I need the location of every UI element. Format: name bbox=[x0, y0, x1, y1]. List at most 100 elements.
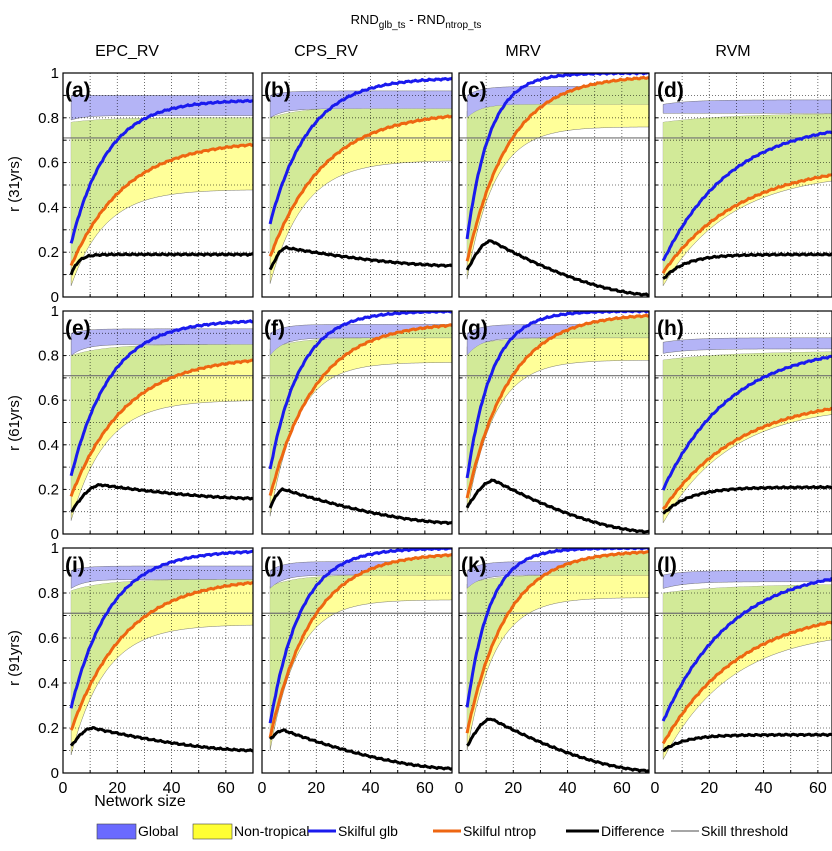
panel: (l) 0 20 40 60 bbox=[651, 547, 832, 797]
skilful-glb-line bbox=[465, 73, 649, 240]
difference-line bbox=[465, 478, 649, 534]
difference-line bbox=[465, 239, 649, 297]
panel: (e) 0 0.2 0.4 0.6 0.8 1 bbox=[38, 303, 254, 543]
difference-line bbox=[69, 252, 253, 276]
skilful-glb-line bbox=[661, 577, 832, 722]
global-band bbox=[70, 565, 253, 589]
overlap-band bbox=[71, 344, 253, 497]
y-tick-label: 0.2 bbox=[38, 720, 59, 737]
column-title: EPC_RV bbox=[95, 43, 159, 60]
legend-swatch bbox=[192, 823, 233, 840]
skilful-ntrop-line bbox=[69, 142, 253, 267]
skilful-ntrop-line bbox=[465, 313, 649, 499]
difference-line bbox=[268, 487, 452, 526]
panel-label: (k) bbox=[461, 554, 487, 577]
panel-plot-area bbox=[459, 548, 649, 773]
panel-label: (b) bbox=[264, 79, 291, 102]
panel: (f) bbox=[261, 310, 453, 535]
x-tick-label: 60 bbox=[217, 780, 235, 797]
x-tick-label: 40 bbox=[163, 780, 181, 797]
panel-plot-area bbox=[459, 73, 649, 297]
x-tick-label: 60 bbox=[416, 780, 434, 797]
row-y-labels: r (31yrs) r (61yrs) r (91yrs) bbox=[6, 156, 23, 686]
x-tick-label: 20 bbox=[504, 780, 522, 797]
y-axis-label: r (91yrs) bbox=[6, 630, 23, 686]
skilful-ntrop-line bbox=[661, 406, 832, 511]
skilful-glb-line bbox=[268, 76, 452, 225]
panel-plot-area bbox=[262, 548, 452, 773]
overlap-band bbox=[71, 579, 253, 731]
skilful-glb-line bbox=[268, 548, 452, 724]
panel-plot-area bbox=[655, 548, 832, 773]
panel: (a) 0 0.2 0.4 0.6 0.8 1 bbox=[38, 65, 254, 306]
panel-plot-area bbox=[655, 73, 832, 297]
legend: Global Non-tropical Skilful glb Skilful ntr… bbox=[96, 823, 788, 840]
y-tick-label: 0.6 bbox=[38, 155, 59, 172]
panel: (j) 0 20 40 60 bbox=[258, 547, 453, 797]
y-tick-label: 0.8 bbox=[38, 585, 59, 602]
panel-plot-area bbox=[63, 548, 253, 773]
y-tick-label: 1 bbox=[51, 65, 59, 82]
x-tick-label: 0 bbox=[455, 780, 464, 797]
panel-label: (h) bbox=[657, 317, 684, 340]
overlap-band bbox=[270, 554, 452, 737]
x-tick-label: 40 bbox=[362, 780, 380, 797]
global-band bbox=[70, 95, 253, 121]
panel-plot-area bbox=[262, 73, 452, 297]
column-title: MRV bbox=[505, 43, 541, 60]
panel-label: (j) bbox=[264, 554, 284, 577]
y-axis-label: r (61yrs) bbox=[6, 395, 23, 451]
overlap-band bbox=[467, 551, 649, 733]
overlap-band bbox=[663, 114, 832, 273]
y-axis-label: r (31yrs) bbox=[6, 156, 23, 212]
skilful-ntrop-line bbox=[268, 552, 452, 739]
x-axis-label: Network size bbox=[94, 793, 186, 810]
x-tick-label: 0 bbox=[59, 780, 68, 797]
overlap-band bbox=[270, 325, 452, 497]
y-tick-label: 0.6 bbox=[38, 630, 59, 647]
legend-label: Non-tropical bbox=[234, 823, 309, 839]
skilful-ntrop-line bbox=[661, 173, 832, 274]
column-title: RVM bbox=[715, 43, 750, 60]
difference-line bbox=[69, 726, 253, 753]
skilful-glb-line bbox=[661, 130, 832, 262]
difference-line bbox=[268, 245, 452, 271]
y-tick-label: 0.4 bbox=[38, 199, 59, 216]
skilful-ntrop-line bbox=[465, 549, 649, 734]
x-tick-label: 20 bbox=[700, 780, 718, 797]
overlap-band bbox=[467, 315, 649, 499]
overlap-band bbox=[663, 351, 832, 510]
column-title: CPS_RV bbox=[294, 43, 358, 60]
y-tick-label: 1 bbox=[51, 540, 59, 557]
difference-line bbox=[662, 484, 832, 515]
legend-label: Skilful glb bbox=[338, 823, 398, 839]
panel-label: (c) bbox=[461, 79, 487, 102]
figure-title: RNDglb_ts - RNDntrop_ts bbox=[351, 12, 482, 31]
y-tick-label: 0.4 bbox=[38, 437, 59, 454]
global-band bbox=[662, 337, 832, 354]
panel-label: (i) bbox=[65, 554, 85, 577]
panel-plot-area bbox=[262, 311, 452, 534]
skilful-ntrop-line bbox=[465, 75, 649, 262]
panel-plot-area bbox=[655, 311, 832, 534]
legend-item: Global bbox=[96, 823, 178, 840]
panel: (k) 0 20 40 60 bbox=[455, 547, 650, 797]
legend-item: Skilful ntrop bbox=[433, 823, 536, 839]
y-tick-label: 0 bbox=[51, 765, 59, 782]
panel-plot-area bbox=[63, 73, 253, 297]
skilful-ntrop-line bbox=[268, 323, 452, 497]
skilful-ntrop-line bbox=[661, 620, 832, 745]
panel: (c) bbox=[458, 72, 650, 298]
legend-item: Skilful glb bbox=[308, 823, 398, 839]
x-tick-label: 60 bbox=[613, 780, 631, 797]
legend-swatch bbox=[96, 823, 137, 840]
panel-plot-area bbox=[63, 311, 253, 534]
panel-label: (a) bbox=[65, 79, 91, 102]
y-tick-label: 0.2 bbox=[38, 244, 59, 261]
legend-label: Skilful ntrop bbox=[463, 823, 536, 839]
panel: (i) 0 0.2 0.4 0.6 0.8 1 0 20 40 60 bbox=[38, 540, 254, 797]
legend-item: Skill threshold bbox=[671, 823, 788, 839]
difference-line bbox=[269, 728, 452, 771]
column-titles: EPC_RV CPS_RV MRV RVM bbox=[95, 43, 751, 60]
difference-line bbox=[662, 252, 832, 280]
